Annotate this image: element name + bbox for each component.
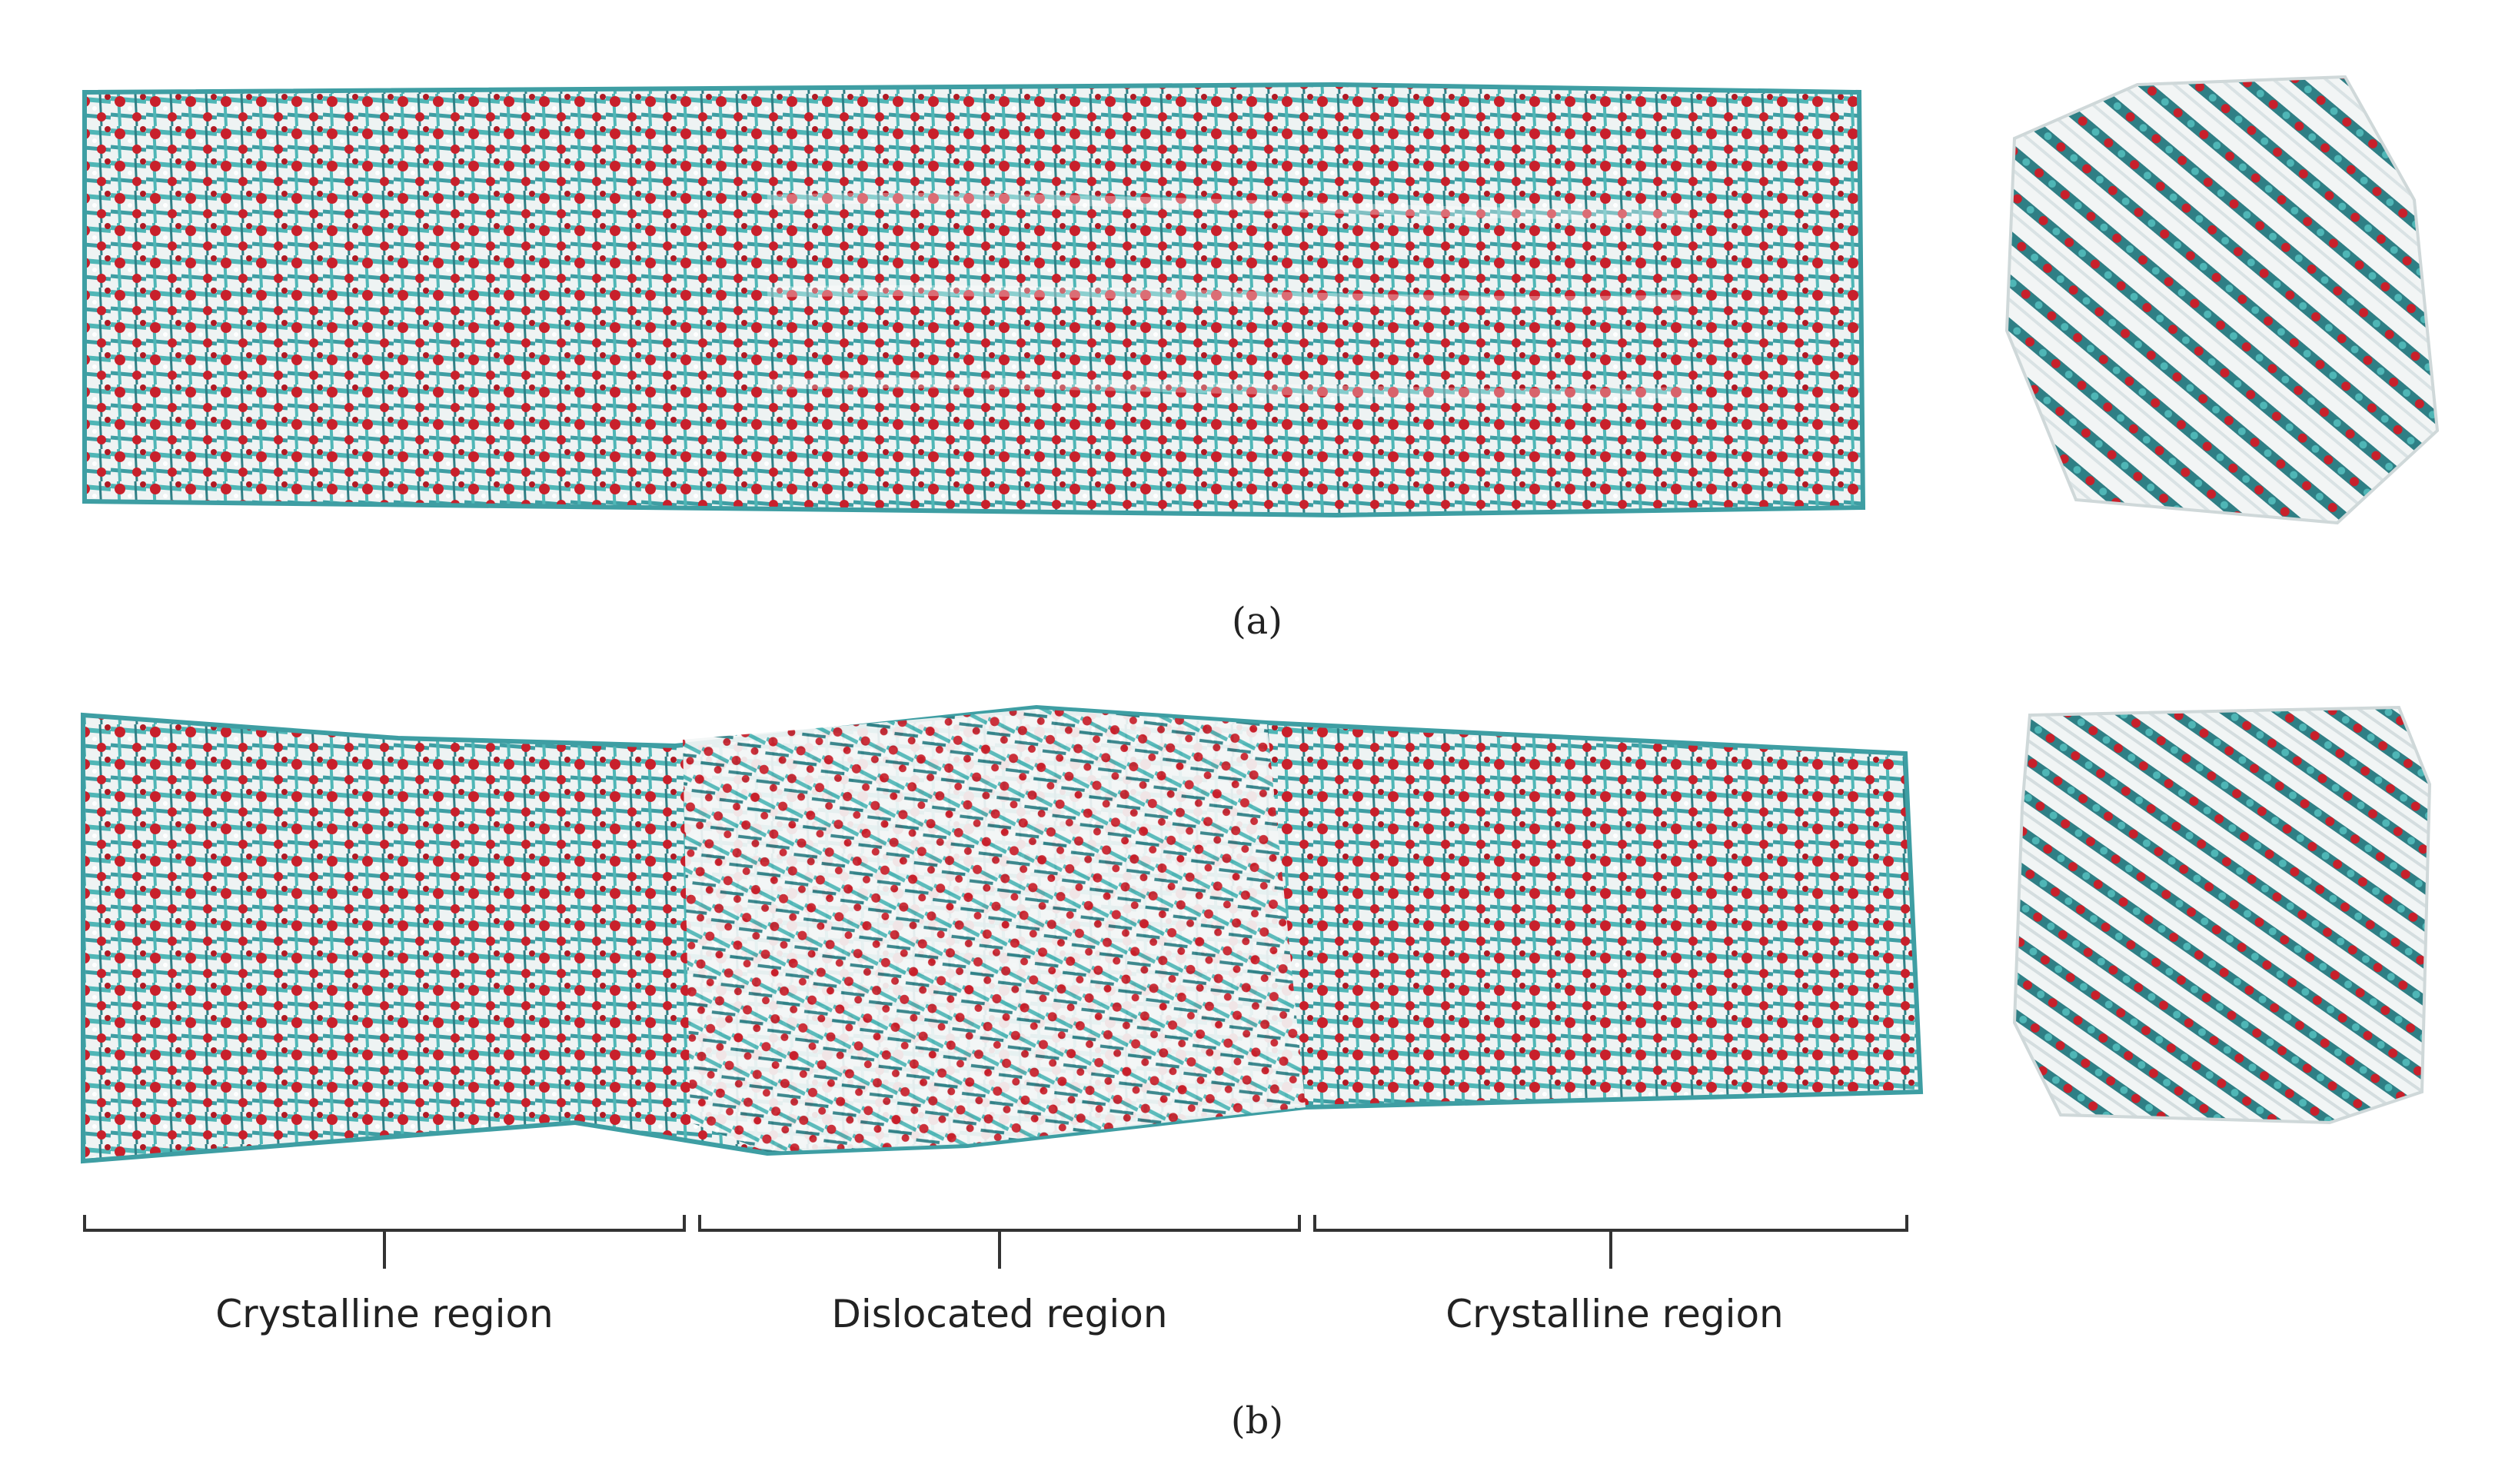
region-label-crystalline-left: Crystalline region xyxy=(215,1292,554,1336)
bracket-dislocated xyxy=(698,1215,1301,1269)
panel-b-side-view-texture xyxy=(81,704,1924,1164)
region-label-dislocated: Dislocated region xyxy=(831,1292,1168,1336)
panel-a-cross-section-texture xyxy=(2004,75,2440,525)
panel-b-cross-section-texture xyxy=(2012,705,2432,1125)
panel-a-side-view xyxy=(75,62,1905,531)
panel-a-cross-section xyxy=(1984,69,2445,531)
panel-b-cross-section xyxy=(1999,692,2445,1138)
panel-a-side-view-texture xyxy=(82,82,1866,518)
panel-b-side-view xyxy=(75,692,1936,1184)
region-label-crystalline-right: Crystalline region xyxy=(1445,1292,1784,1336)
bracket-crystalline-right xyxy=(1313,1215,1908,1269)
panel-b-caption: (b) xyxy=(1230,1399,1284,1442)
panel-a-caption: (a) xyxy=(1231,600,1283,643)
bracket-crystalline-left xyxy=(83,1215,686,1269)
